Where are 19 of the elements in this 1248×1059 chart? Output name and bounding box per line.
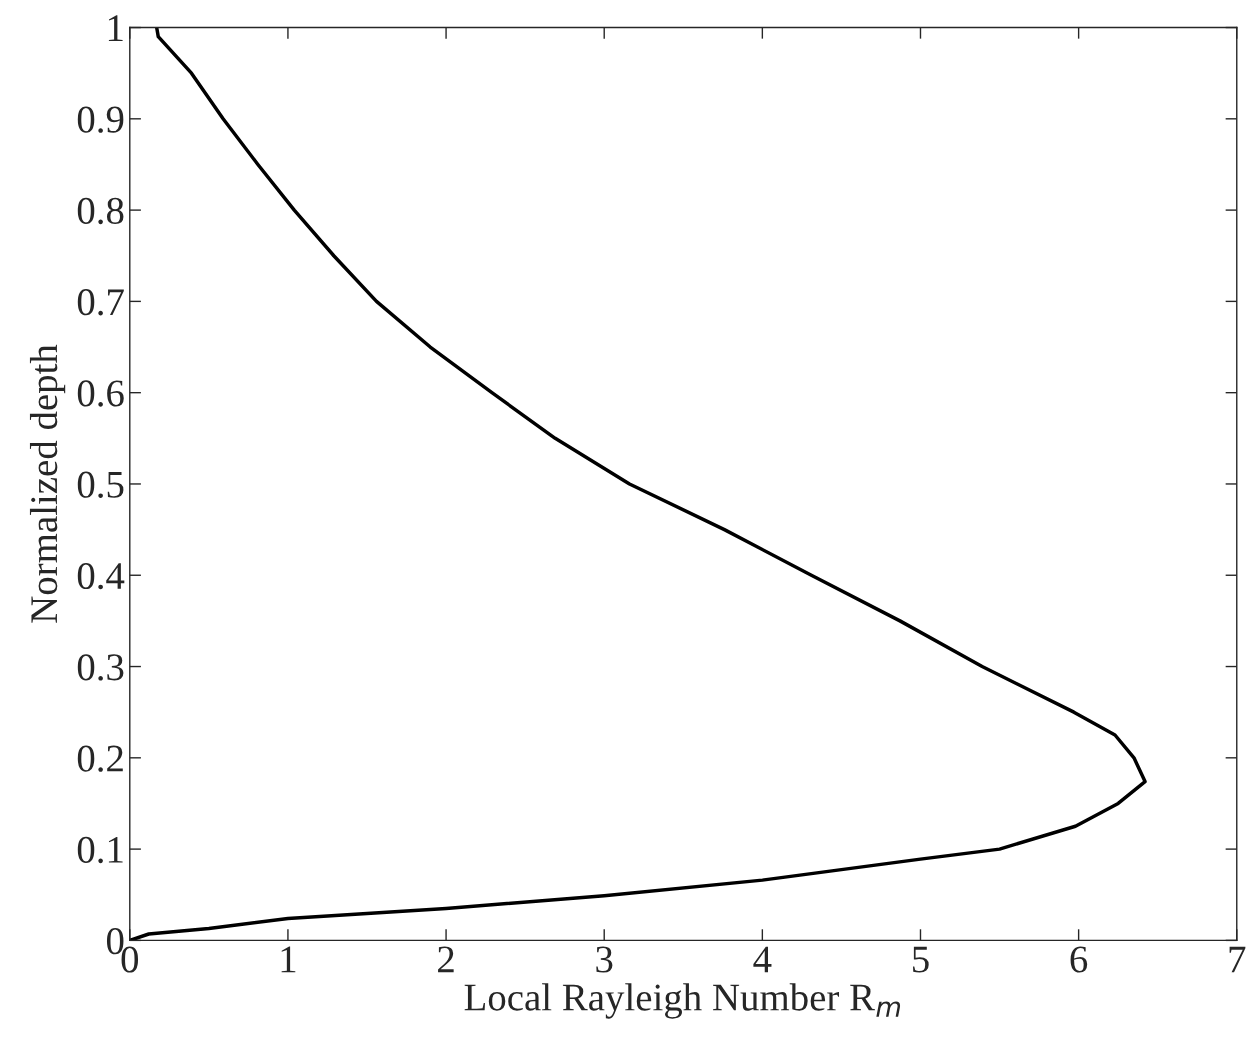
y-axis-title: Normalized depth	[29, 344, 66, 623]
y-tick-label: 0.8	[77, 197, 124, 225]
y-tick-label: 0.1	[77, 836, 123, 864]
y-tick-label: 0.3	[77, 654, 124, 681]
y-tick-label: 0.6	[77, 380, 124, 407]
y-tick-label: 0.5	[77, 471, 124, 499]
y-tick-label: 1	[108, 15, 123, 42]
x-tick-label: 5	[913, 946, 929, 973]
x-tick-label: 7	[1229, 946, 1246, 973]
x-axis-title: Local Rayleigh Number R$_{m}$	[464, 983, 901, 1019]
y-tick-label: 0.9	[77, 106, 124, 133]
y-tick-label: 0.2	[77, 745, 123, 772]
y-tick-label: 0.4	[77, 562, 125, 590]
x-tick-label: 3	[596, 946, 613, 973]
x-tick-label: 1	[281, 946, 296, 973]
y-tick-label: 0.7	[77, 289, 124, 316]
x-tick-label: 2	[438, 946, 454, 973]
x-tick-label: 6	[1070, 946, 1088, 973]
x-tick-label: 4	[753, 946, 772, 973]
